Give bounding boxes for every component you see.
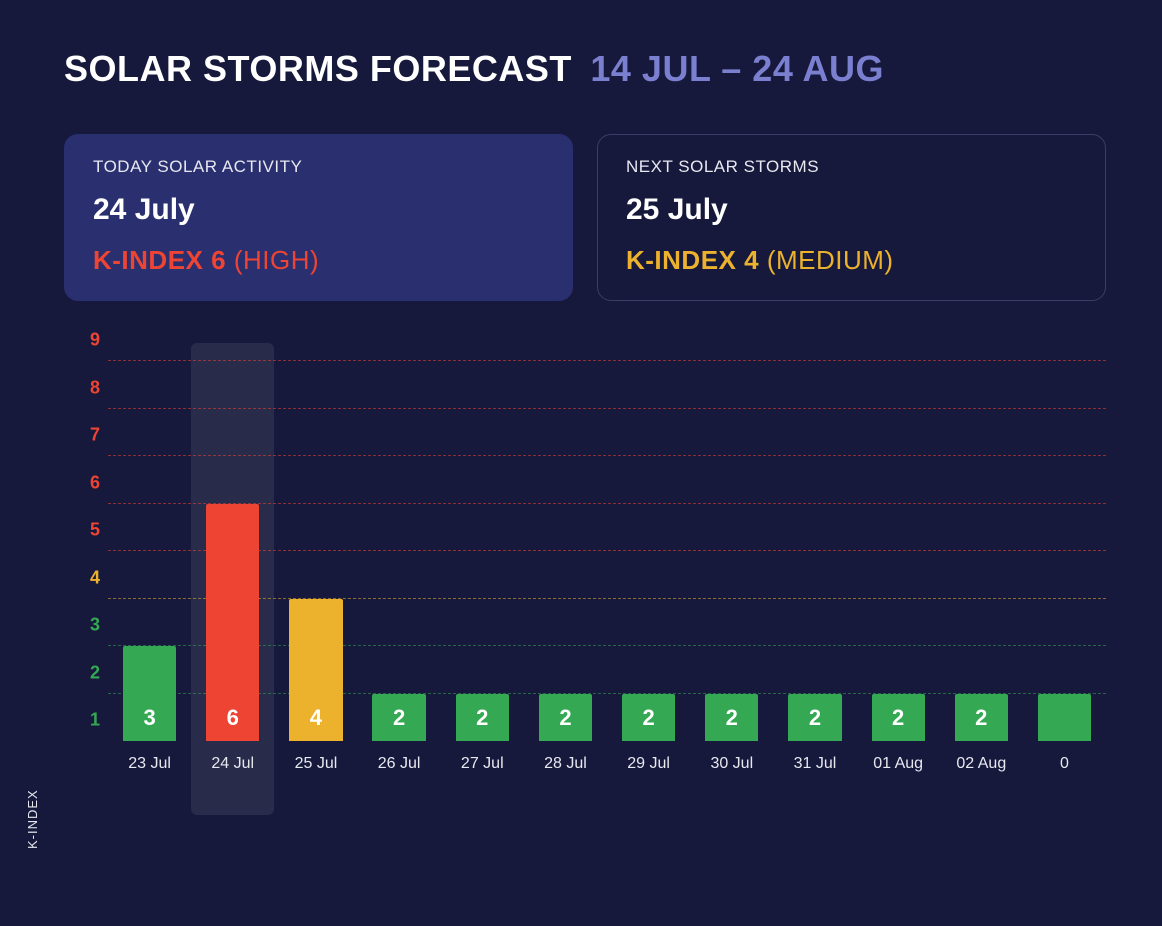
gridline	[108, 360, 1106, 361]
bar-value: 2	[642, 705, 654, 741]
card-next-label: NEXT SOLAR STORMS	[626, 157, 1077, 177]
x-tick-label: 27 Jul	[441, 755, 524, 773]
card-next-index-value: K-INDEX 4	[626, 245, 759, 275]
card-today-label: TODAY SOLAR ACTIVITY	[93, 157, 544, 177]
card-next-index: K-INDEX 4 (MEDIUM)	[626, 245, 1077, 276]
x-tick-label: 23 Jul	[108, 755, 191, 773]
bar: 2	[622, 694, 675, 742]
y-tick: 2	[72, 662, 100, 683]
bar-slot: 2	[358, 361, 441, 741]
card-today-date: 24 July	[93, 193, 544, 227]
y-tick: 5	[72, 520, 100, 541]
bar-value: 2	[809, 705, 821, 741]
card-today-activity: TODAY SOLAR ACTIVITY 24 July K-INDEX 6 (…	[64, 134, 573, 301]
bar: 3	[123, 646, 176, 741]
gridline	[108, 408, 1106, 409]
x-tick-label: 24 Jul	[191, 755, 274, 773]
bar-value: 6	[227, 705, 239, 741]
bar-value: 2	[975, 705, 987, 741]
chart-bars-row: 3 6 4 2 2 2 2 2 2 2 2	[108, 361, 1106, 741]
y-axis-title: K-INDEX	[25, 789, 40, 849]
bar-slot	[1023, 361, 1106, 741]
bar-value: 2	[892, 705, 904, 741]
bar-slot: 2	[773, 361, 856, 741]
x-tick-label: 31 Jul	[773, 755, 856, 773]
title-main: SOLAR STORMS FORECAST	[64, 48, 572, 89]
x-tick-label: 25 Jul	[274, 755, 357, 773]
bar: 2	[539, 694, 592, 742]
x-tick-label: 26 Jul	[358, 755, 441, 773]
bar-slot: 4	[274, 361, 357, 741]
x-tick-label: 02 Aug	[940, 755, 1023, 773]
page-root: SOLAR STORMS FORECAST 14 JUL – 24 AUG TO…	[0, 0, 1162, 831]
bar-slot: 3	[108, 361, 191, 741]
page-title: SOLAR STORMS FORECAST 14 JUL – 24 AUG	[64, 48, 1106, 90]
chart-x-axis: 23 Jul24 Jul25 Jul26 Jul27 Jul28 Jul29 J…	[108, 741, 1106, 801]
bar-slot: 2	[607, 361, 690, 741]
card-next-date: 25 July	[626, 193, 1077, 227]
bar: 2	[372, 694, 425, 742]
bar-value: 2	[393, 705, 405, 741]
bar-slot: 2	[524, 361, 607, 741]
x-tick-label: 30 Jul	[690, 755, 773, 773]
card-today-index-value: K-INDEX 6	[93, 245, 226, 275]
chart-plot-area: 36422222222 123456789	[108, 361, 1106, 741]
card-next-level: (MEDIUM)	[767, 245, 894, 275]
bar-slot: 6	[191, 361, 274, 741]
y-tick: 6	[72, 472, 100, 493]
bar-slot: 2	[940, 361, 1023, 741]
y-tick: 7	[72, 425, 100, 446]
bar-value: 4	[310, 705, 322, 741]
y-tick: 4	[72, 567, 100, 588]
bar-slot: 2	[441, 361, 524, 741]
bar: 6	[206, 504, 259, 742]
bar: 2	[872, 694, 925, 742]
title-date-range: 14 JUL – 24 AUG	[590, 48, 884, 89]
x-tick-label: 28 Jul	[524, 755, 607, 773]
y-tick: 8	[72, 377, 100, 398]
bar-slot: 2	[690, 361, 773, 741]
bar-value: 2	[726, 705, 738, 741]
y-tick: 3	[72, 615, 100, 636]
bar-slot: 2	[857, 361, 940, 741]
y-tick: 1	[72, 710, 100, 731]
gridline	[108, 455, 1106, 456]
card-next-storm: NEXT SOLAR STORMS 25 July K-INDEX 4 (MED…	[597, 134, 1106, 301]
card-today-index: K-INDEX 6 (HIGH)	[93, 245, 544, 276]
bar-value: 2	[476, 705, 488, 741]
chart-x-labels: 23 Jul24 Jul25 Jul26 Jul27 Jul28 Jul29 J…	[108, 741, 1106, 773]
bar: 2	[788, 694, 841, 742]
bar-value: 2	[559, 705, 571, 741]
bar: 2	[705, 694, 758, 742]
y-tick: 9	[72, 330, 100, 351]
x-tick-label: 01 Aug	[857, 755, 940, 773]
bar: 4	[289, 599, 342, 742]
summary-cards: TODAY SOLAR ACTIVITY 24 July K-INDEX 6 (…	[64, 134, 1106, 301]
card-today-level: (HIGH)	[234, 245, 319, 275]
bar	[1038, 694, 1091, 742]
bar: 2	[955, 694, 1008, 742]
kindex-chart: K-INDEX 36422222222 123456789 23 Jul24 J…	[64, 361, 1106, 831]
x-tick-label: 0	[1023, 755, 1106, 773]
bar: 2	[456, 694, 509, 742]
x-tick-label: 29 Jul	[607, 755, 690, 773]
bar-value: 3	[143, 705, 155, 741]
